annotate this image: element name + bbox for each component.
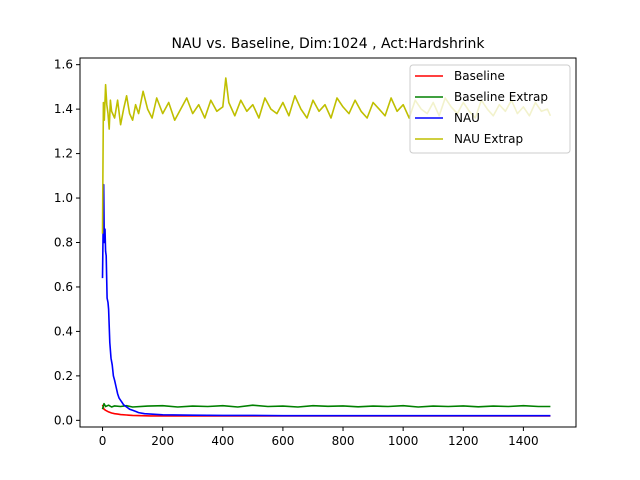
x-tick-label: 1200 bbox=[448, 434, 479, 448]
x-tick-label: 1000 bbox=[388, 434, 419, 448]
x-tick-label: 0 bbox=[99, 434, 107, 448]
legend-box bbox=[409, 64, 571, 154]
y-tick-label: 0.2 bbox=[54, 369, 73, 383]
y-tick-label: 1.2 bbox=[54, 147, 73, 161]
x-tick-label: 600 bbox=[271, 434, 294, 448]
x-tick-label: 200 bbox=[151, 434, 174, 448]
legend-label: Baseline Extrap bbox=[454, 90, 548, 104]
y-tick-label: 0.4 bbox=[54, 324, 73, 338]
y-tick-label: 1.6 bbox=[54, 58, 73, 72]
y-tick-label: 0.0 bbox=[54, 413, 73, 427]
axes: 0 200 400 600 800 1000 1200 1400 0.0 0.2 0.4 0.6 0.8… bbox=[54, 57, 577, 448]
y-tick-label: 0.6 bbox=[54, 280, 73, 294]
y-tick-label: 1.4 bbox=[54, 102, 73, 116]
y-tick-label: 1.0 bbox=[54, 191, 73, 205]
legend-label: Baseline bbox=[454, 69, 505, 83]
series-line-baseline-extrap bbox=[101, 402, 551, 410]
chart-title: NAU vs. Baseline, Dim:1024 , Act:Hardshr… bbox=[171, 36, 485, 52]
legend-label: NAU Extrap bbox=[454, 132, 523, 146]
series-line-nau bbox=[101, 183, 551, 417]
x-tick-label: 800 bbox=[332, 434, 355, 448]
plot-area bbox=[101, 77, 552, 417]
y-tick-label: 0.8 bbox=[54, 236, 73, 250]
legend-label: NAU bbox=[454, 111, 480, 125]
x-tick-label: 400 bbox=[211, 434, 234, 448]
legend: Baseline Baseline Extrap NAU NAU Extrap bbox=[409, 64, 571, 154]
x-tick-label: 1400 bbox=[508, 434, 539, 448]
